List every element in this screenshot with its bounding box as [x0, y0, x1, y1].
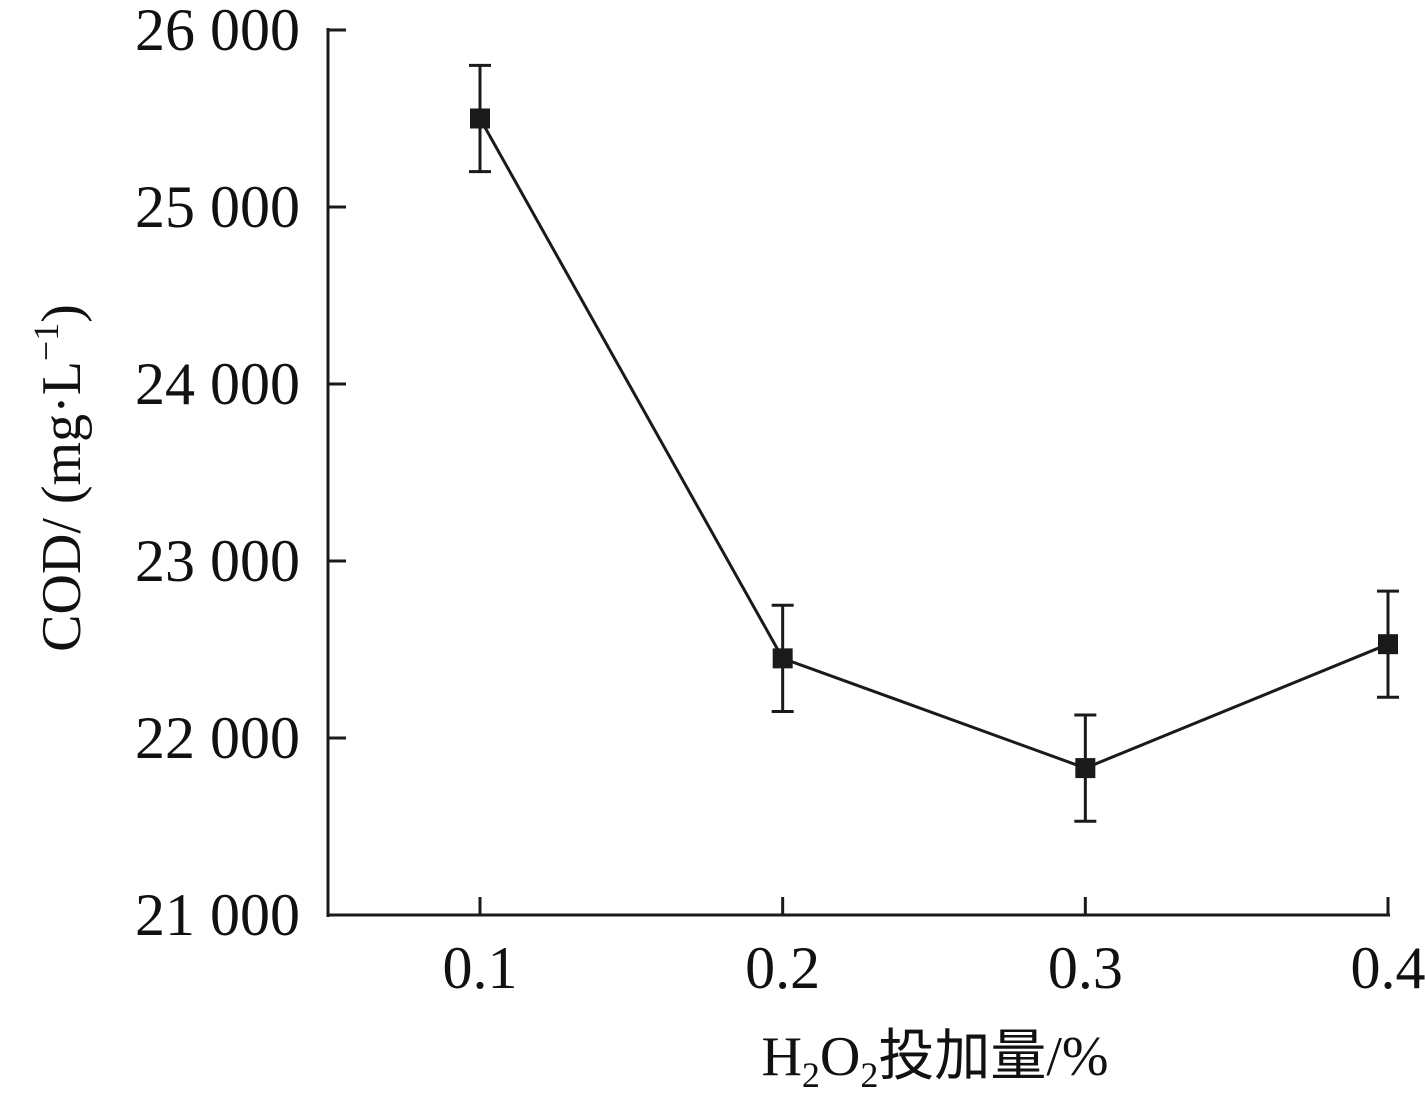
- x-axis-title-h: H: [761, 1026, 801, 1088]
- data-point-marker: [1378, 634, 1398, 655]
- y-axis-title-close: ): [31, 304, 93, 323]
- data-point-marker: [470, 108, 490, 129]
- x-axis-title-rest: 投加量/%: [878, 1026, 1108, 1088]
- x-axis-title-o: O: [820, 1026, 860, 1088]
- y-tick-label: 25 000: [135, 174, 300, 240]
- x-tick-label: 0.1: [443, 935, 518, 1001]
- y-ticks: 21 000 22 000 23 000 24 000 25 000 26 000: [135, 0, 346, 948]
- x-tick-label: 0.2: [745, 935, 820, 1001]
- y-tick-label: 21 000: [135, 882, 300, 948]
- y-tick-label: 22 000: [135, 705, 300, 771]
- y-tick-label: 24 000: [135, 351, 300, 417]
- x-axis-title: H2O2投加量/%: [761, 1026, 1108, 1095]
- y-axis-title-sup: −1: [26, 323, 66, 361]
- x-ticks: 0.1 0.2 0.3 0.4: [443, 897, 1425, 1001]
- series: [470, 108, 1398, 779]
- data-point-marker: [772, 648, 793, 669]
- x-tick-label: 0.3: [1048, 935, 1123, 1001]
- y-tick-label: 26 000: [135, 0, 300, 63]
- axes: [326, 28, 1390, 917]
- y-tick-label: 23 000: [135, 528, 300, 594]
- y-axis-title-main: COD/ (mg·L: [31, 361, 93, 652]
- x-axis-title-sub2: 2: [860, 1055, 878, 1095]
- series-line: [478, 117, 1389, 770]
- x-axis-title-sub1: 2: [802, 1055, 820, 1095]
- error-bars: [469, 63, 1399, 823]
- x-tick-label: 0.4: [1351, 935, 1425, 1001]
- y-axis-title: COD/ (mg·L−1): [26, 304, 93, 652]
- data-point-marker: [1075, 758, 1096, 779]
